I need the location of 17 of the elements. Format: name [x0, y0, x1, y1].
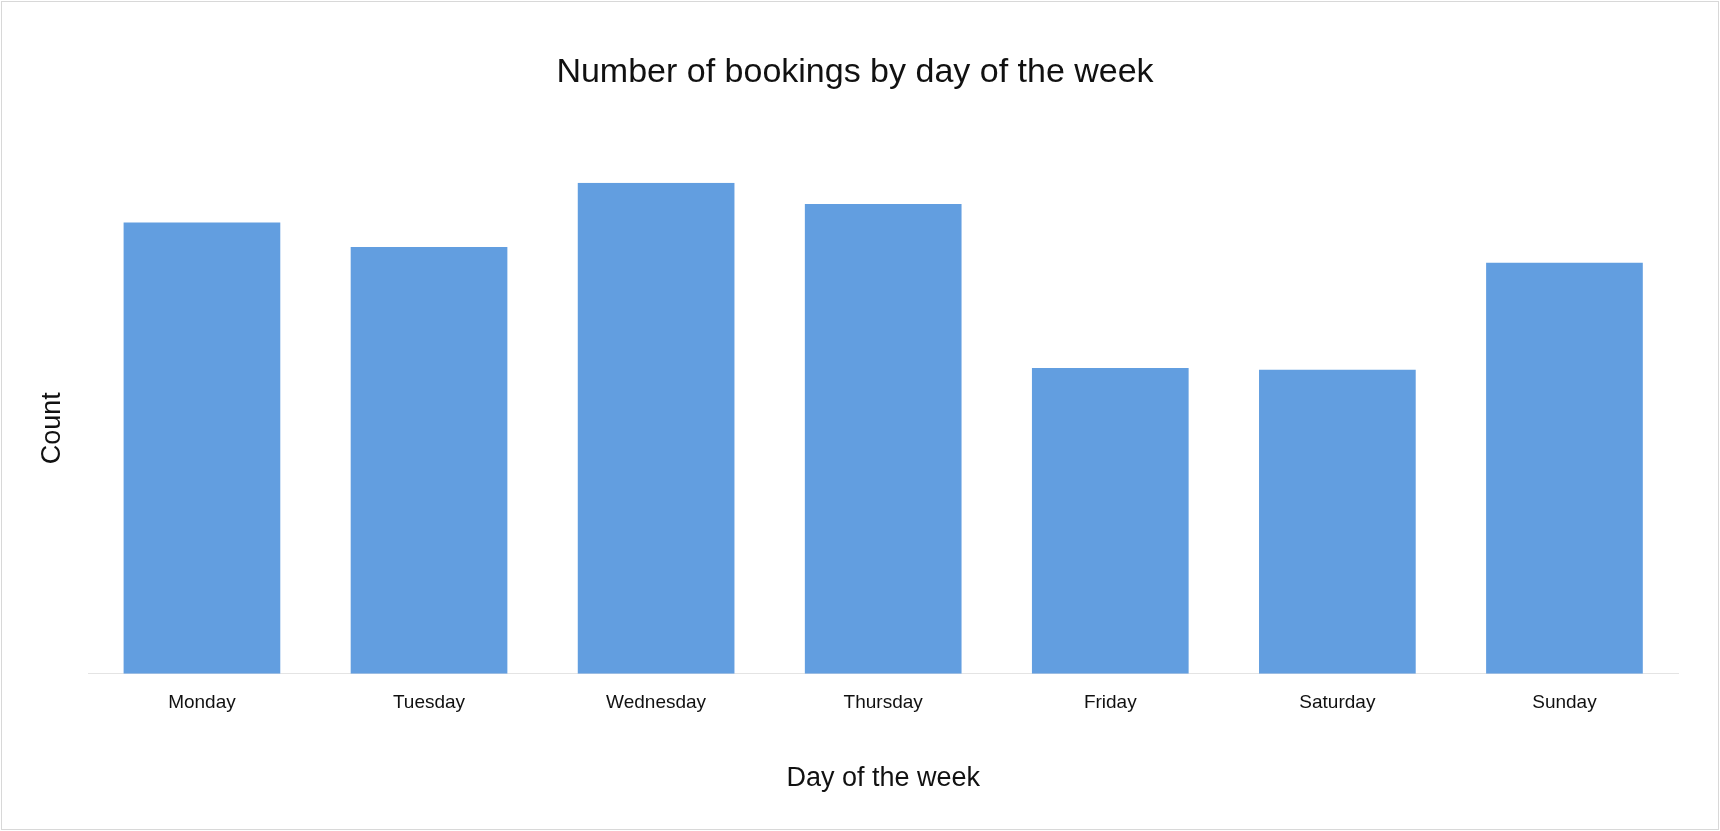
x-tick-label: Friday: [1083, 691, 1138, 713]
bar: [804, 203, 962, 674]
x-tick-label: Wednesday: [606, 691, 707, 713]
x-tick-label: Monday: [168, 691, 237, 713]
bar: [1259, 369, 1416, 674]
x-tick-label: Tuesday: [392, 691, 466, 713]
y-axis-title: Count: [35, 391, 66, 465]
x-axis-title: Day of the week: [786, 762, 981, 793]
bar: [577, 182, 735, 674]
x-tick-label: Thursday: [843, 691, 924, 713]
x-tick-label: Sunday: [1532, 691, 1598, 713]
x-tick-label: Saturday: [1299, 691, 1376, 713]
bar: [1486, 262, 1643, 674]
chart-title: Number of bookings by day of the week: [556, 50, 1155, 89]
bar: [1031, 367, 1189, 674]
bar: [123, 222, 281, 674]
bar: [350, 247, 508, 674]
